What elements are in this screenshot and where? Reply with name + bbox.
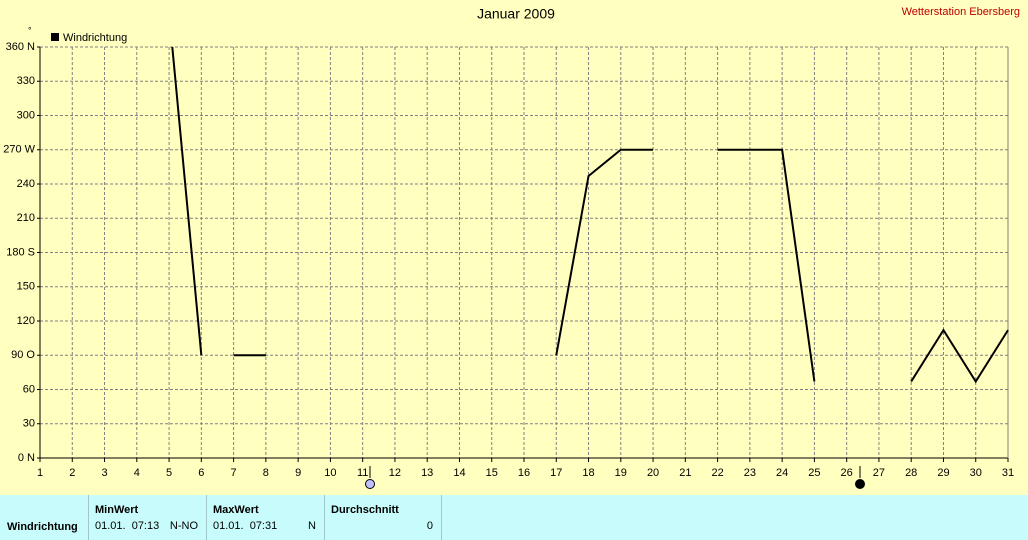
x-tick-label: 19: [615, 467, 627, 479]
chart-title: Januar 2009: [477, 6, 555, 22]
x-tick-label: 16: [518, 467, 530, 479]
x-tick-label: 3: [101, 467, 107, 479]
x-tick-label: 29: [937, 467, 949, 479]
y-tick-label: 120: [17, 315, 35, 327]
col: Durchschnitt 0: [324, 495, 442, 540]
x-tick-label: 7: [231, 467, 237, 479]
col: MaxWert 01.01. 07:31 N: [206, 495, 324, 540]
moon-icon: [365, 479, 375, 489]
y-tick-label: 210: [17, 212, 35, 224]
cell: 01.01. 07:31: [213, 520, 278, 532]
x-tick-label: 23: [744, 467, 756, 479]
legend-label: Windrichtung: [63, 32, 127, 44]
x-tick-label: 17: [550, 467, 562, 479]
moon-icon: [855, 479, 865, 489]
x-tick-label: 12: [389, 467, 401, 479]
x-tick-label: 6: [198, 467, 204, 479]
col: MinWert 01.01. 07:13 N-NO: [88, 495, 206, 540]
y-unit: °: [28, 25, 32, 35]
x-tick-label: 9: [295, 467, 301, 479]
x-tick-label: 13: [421, 467, 433, 479]
cell: 0: [426, 520, 433, 532]
y-tick-label: 240: [17, 178, 35, 190]
x-tick-label: 28: [905, 467, 917, 479]
y-tick-label: 330: [17, 75, 35, 87]
x-tick-label: 24: [776, 467, 788, 479]
x-tick-label: 21: [679, 467, 691, 479]
header: MaxWert: [213, 504, 259, 516]
x-tick-label: 15: [486, 467, 498, 479]
x-tick-label: 10: [324, 467, 336, 479]
y-tick-label: 270 W: [3, 144, 35, 156]
y-tick-label: 360 N: [6, 41, 35, 53]
x-tick-label: 8: [263, 467, 269, 479]
x-tick-label: 18: [582, 467, 594, 479]
header: MinWert: [95, 504, 139, 516]
y-tick-label: 90 O: [11, 349, 35, 361]
x-tick-label: 5: [166, 467, 172, 479]
y-tick-label: 300: [17, 109, 35, 121]
y-tick-label: 0 N: [18, 452, 35, 464]
x-tick-label: 26: [841, 467, 853, 479]
x-tick-label: 31: [1002, 467, 1014, 479]
y-tick-label: 180 S: [6, 246, 35, 258]
x-tick-label: 2: [69, 467, 75, 479]
x-tick-label: 30: [970, 467, 982, 479]
y-tick-label: 60: [23, 383, 35, 395]
y-tick-label: 30: [23, 418, 35, 430]
x-tick-label: 1: [37, 467, 43, 479]
station-name: Wetterstation Ebersberg: [902, 6, 1020, 18]
y-tick-label: 150: [17, 281, 35, 293]
row-label: Windrichtung: [7, 521, 78, 533]
summary-panel: MinWert 01.01. 07:13 N-NO MaxWert 01.01.…: [0, 495, 1028, 540]
line: [171, 46, 1009, 384]
x-tick-label: 11: [357, 467, 368, 479]
x-tick-label: 22: [711, 467, 723, 479]
chart: Januar 2009 Wetterstation Ebersberg ° Wi…: [3, 6, 1020, 489]
header: Durchschnitt: [331, 504, 399, 516]
legend-swatch: [51, 33, 59, 41]
x-tick-label: 27: [873, 467, 885, 479]
x-tick-label: 14: [453, 467, 465, 479]
x-tick-label: 20: [647, 467, 659, 479]
cell: 01.01. 07:13: [95, 520, 160, 532]
cell: N-NO: [169, 520, 198, 532]
x-tick-label: 4: [134, 467, 140, 479]
x-tick-label: 25: [808, 467, 820, 479]
cell: N: [308, 520, 316, 532]
